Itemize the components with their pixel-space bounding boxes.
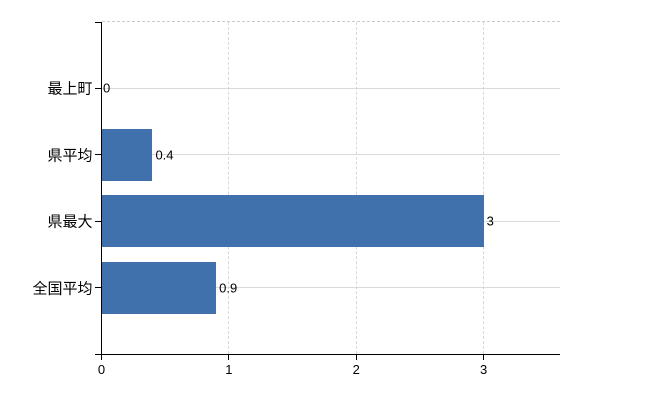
x-tick-label: 0 — [97, 362, 106, 377]
bar-value-label: 0.4 — [155, 147, 174, 163]
bar — [102, 261, 217, 314]
y-axis-tick — [94, 220, 101, 222]
x-axis-tick — [228, 354, 230, 360]
y-axis — [100, 22, 102, 354]
y-axis-tick — [94, 21, 101, 23]
bar-value-label: 0.9 — [219, 280, 238, 296]
bar — [102, 195, 484, 248]
bar-value-label: 0 — [103, 80, 111, 96]
x-tick-label: 1 — [225, 362, 233, 377]
y-axis-tick — [94, 287, 101, 289]
h-gridline — [101, 87, 560, 89]
category-label: 県平均 — [47, 147, 93, 165]
v-gridline — [228, 22, 230, 354]
x-axis — [94, 354, 560, 355]
v-gridline — [483, 22, 485, 354]
x-axis-tick — [355, 354, 357, 360]
bar — [102, 128, 153, 181]
plot-top-border — [101, 21, 560, 22]
h-gridline — [101, 154, 560, 156]
h-gridline — [101, 287, 560, 289]
category-label: 全国平均 — [32, 280, 93, 298]
x-axis-tick — [101, 354, 102, 360]
x-tick-label: 3 — [479, 362, 488, 377]
category-label: 県最大 — [47, 213, 93, 231]
bar-value-label: 3 — [486, 213, 494, 229]
category-label: 最上町 — [47, 80, 93, 98]
y-axis-tick — [94, 87, 101, 89]
x-axis-tick — [483, 354, 485, 360]
y-axis-tick — [94, 154, 101, 156]
x-tick-label: 2 — [352, 362, 360, 377]
v-gridline — [355, 22, 357, 354]
